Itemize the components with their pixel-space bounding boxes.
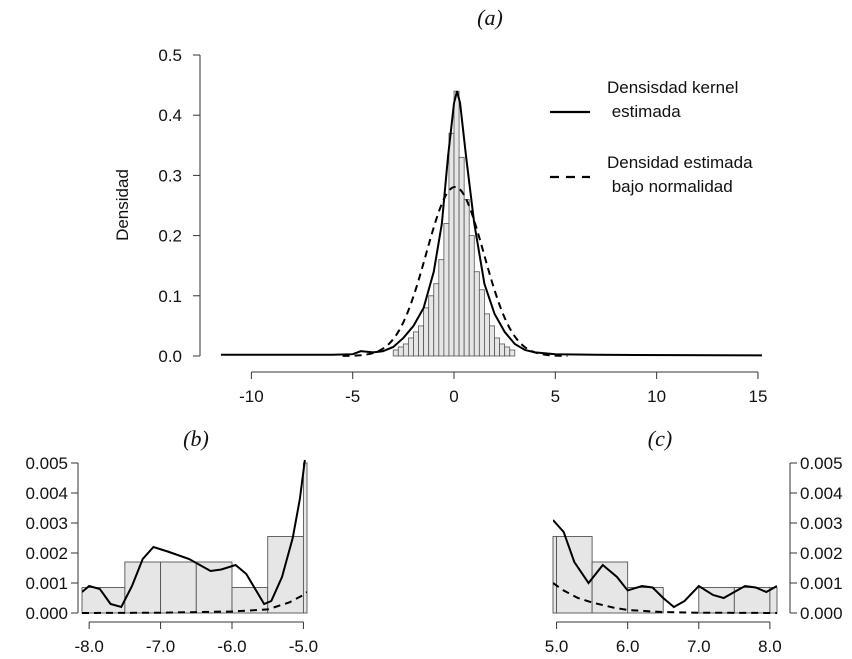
panel-b-histogram <box>81 462 308 614</box>
kernel-density-line-a <box>221 90 763 357</box>
histogram-bar-a-9 <box>438 259 445 357</box>
histogram-bar-b-6 <box>302 462 308 614</box>
panel-c-axes: 0.000 0.001 0.002 0.003 0.004 0.005 5.0 6.0 7.0 8… <box>545 454 843 656</box>
histogram-bar-a-1 <box>397 346 404 357</box>
histogram-bar-a-16 <box>473 271 480 357</box>
x-tick-label-c-0: 5.0 <box>545 637 569 656</box>
normal-density-line-b <box>82 591 307 614</box>
x-tick-label-b-1: -7.0 <box>146 637 175 656</box>
y-tick-label-c-0: 0.000 <box>800 604 843 623</box>
histogram-bar-a-4 <box>413 331 419 357</box>
x-tick-label-b-2: -6.0 <box>217 637 246 656</box>
panel-a-ylabel: Densidad <box>113 169 132 241</box>
histogram-bar-a-7 <box>428 295 435 357</box>
panel-c-title: (c) <box>648 426 672 451</box>
kernel-density-line-c <box>553 519 777 609</box>
y-tick-label-b-0: 0.000 <box>25 604 68 623</box>
histogram-bar-a-19 <box>489 325 495 357</box>
y-tick-label-a-4: 0.4 <box>158 106 182 125</box>
histogram-bar-a-18 <box>484 313 490 357</box>
normal-density-line-a <box>342 185 568 357</box>
y-tick-label-b-2: 0.002 <box>25 544 68 563</box>
y-tick-label-c-5: 0.005 <box>800 454 843 473</box>
panel-b: (b) 0.000 0.001 0.002 0.003 0.004 0.005 -8.0 -7… <box>25 426 318 656</box>
y-tick-label-b-4: 0.004 <box>25 484 68 503</box>
histogram-bar-a-23 <box>509 349 516 357</box>
histogram-bar-a-13 <box>458 156 465 357</box>
legend-normal-label-line1: Densidad estimada <box>607 153 753 172</box>
histogram-bar-a-10 <box>443 223 450 357</box>
x-tick-label-a-0: -10 <box>239 387 264 406</box>
kernel-density-line-b <box>82 459 306 609</box>
histogram-bar-c-0 <box>552 536 558 614</box>
y-tick-label-a-3: 0.3 <box>158 166 182 185</box>
panel-a-legend: Densisdad kernel estimada Densidad estim… <box>550 78 753 196</box>
histogram-bar-a-20 <box>494 337 501 357</box>
y-tick-label-b-3: 0.003 <box>25 514 68 533</box>
y-tick-label-c-1: 0.001 <box>800 574 843 593</box>
histogram-bar-a-14 <box>463 199 470 357</box>
legend-kernel-label-line2: estimada <box>607 102 681 121</box>
y-tick-label-a-0: 0.0 <box>158 347 182 366</box>
normal-density-line-c <box>553 582 777 614</box>
histogram-bar-b-2 <box>160 561 197 614</box>
y-tick-label-c-2: 0.002 <box>800 544 843 563</box>
panel-a-density-curves <box>221 90 763 357</box>
histogram-bar-a-3 <box>408 337 414 357</box>
panel-a-axes: 0.0 0.1 0.2 0.3 0.4 0.5 -10 -5 0 5 10 15 <box>158 46 767 406</box>
x-tick-label-a-2: 0 <box>449 387 458 406</box>
y-tick-label-a-2: 0.2 <box>158 227 182 246</box>
histogram-bar-a-2 <box>402 343 409 357</box>
y-tick-label-c-3: 0.003 <box>800 514 843 533</box>
histogram-bar-a-17 <box>478 289 485 357</box>
legend-kernel-label-line1: Densisdad kernel <box>607 78 738 97</box>
histogram-bar-a-6 <box>423 307 430 357</box>
panel-c-density-curves <box>553 519 777 614</box>
panel-b-density-curves <box>82 459 307 614</box>
histogram-bar-a-15 <box>468 235 475 357</box>
histogram-bar-b-5 <box>267 536 304 614</box>
y-tick-label-c-4: 0.004 <box>800 484 843 503</box>
x-tick-label-c-1: 6.0 <box>616 637 640 656</box>
panel-b-title: (b) <box>183 426 209 451</box>
histogram-bar-a-11 <box>448 132 455 357</box>
histogram-bar-a-21 <box>499 343 506 357</box>
histogram-bar-b-0 <box>81 587 126 614</box>
panel-a: (a) Densidad 0.0 0.1 0.2 0.3 0.4 0.5 -10 -5 0 5 10… <box>113 5 767 406</box>
histogram-bar-a-8 <box>433 283 440 357</box>
panel-a-histogram <box>392 90 516 357</box>
histogram-bar-c-6 <box>769 587 778 614</box>
histogram-bar-c-2 <box>591 561 629 614</box>
histogram-bar-a-12 <box>453 90 460 357</box>
x-tick-label-a-5: 15 <box>748 387 767 406</box>
y-tick-label-b-5: 0.005 <box>25 454 68 473</box>
histogram-bar-a-5 <box>418 325 425 357</box>
x-tick-label-b-3: -5.0 <box>289 637 318 656</box>
histogram-bar-c-4 <box>698 587 735 614</box>
y-tick-label-a-1: 0.1 <box>158 287 182 306</box>
x-tick-label-c-2: 7.0 <box>687 637 711 656</box>
panel-c: (c) 0.000 0.001 0.002 0.003 0.004 0.005 5.0 6.0… <box>545 426 843 656</box>
histogram-bar-a-0 <box>392 349 399 357</box>
panel-b-axes: 0.000 0.001 0.002 0.003 0.004 0.005 -8.0 -7.0 -6… <box>25 454 318 656</box>
x-tick-label-c-3: 8.0 <box>758 637 782 656</box>
x-tick-label-a-4: 10 <box>647 387 666 406</box>
histogram-bar-a-22 <box>504 346 511 357</box>
x-tick-label-a-1: -5 <box>345 387 360 406</box>
y-tick-label-a-5: 0.5 <box>158 46 182 65</box>
x-tick-label-a-3: 5 <box>551 387 560 406</box>
legend-normal-label-line2: bajo normalidad <box>607 177 733 196</box>
panel-a-title: (a) <box>477 5 503 30</box>
histogram-bar-c-3 <box>627 587 664 614</box>
y-tick-label-b-1: 0.001 <box>25 574 68 593</box>
x-tick-label-b-0: -8.0 <box>74 637 103 656</box>
